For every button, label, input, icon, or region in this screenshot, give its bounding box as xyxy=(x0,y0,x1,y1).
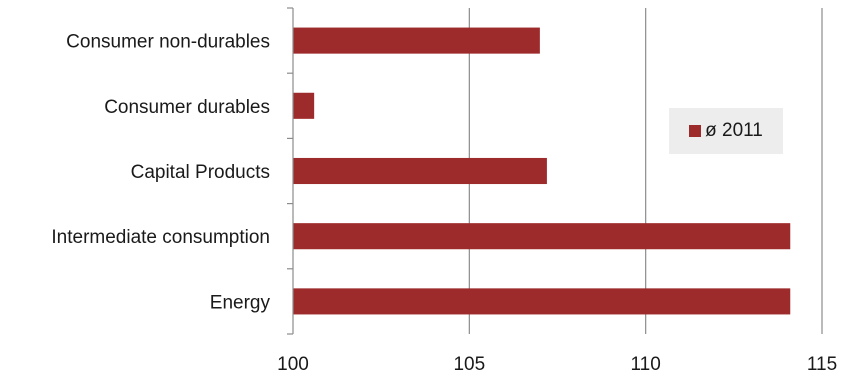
legend: ø 2011 xyxy=(669,108,783,154)
bar-0 xyxy=(293,27,540,54)
bar-3 xyxy=(293,223,791,250)
x-tick-labels: 100 105 110 115 xyxy=(277,354,837,375)
x-tick-label-2: 110 xyxy=(631,354,661,375)
category-label-4: Energy xyxy=(210,292,271,313)
x-tick-label-3: 115 xyxy=(807,354,837,375)
category-label-0: Consumer non-durables xyxy=(66,32,270,53)
axes xyxy=(287,7,294,335)
bars xyxy=(293,27,791,315)
category-label-2: Capital Products xyxy=(131,162,270,183)
bar-1 xyxy=(293,92,315,119)
bar-4 xyxy=(293,288,791,315)
category-label-3: Intermediate consumption xyxy=(51,227,270,248)
bar-2 xyxy=(293,157,547,185)
legend-swatch xyxy=(689,125,702,137)
x-tick-label-0: 100 xyxy=(277,354,309,375)
category-labels: Consumer non-durables Consumer durables Ca… xyxy=(51,32,270,314)
x-tick-label-1: 105 xyxy=(453,354,485,375)
category-label-1: Consumer durables xyxy=(104,97,270,118)
legend-label: ø 2011 xyxy=(705,120,763,141)
